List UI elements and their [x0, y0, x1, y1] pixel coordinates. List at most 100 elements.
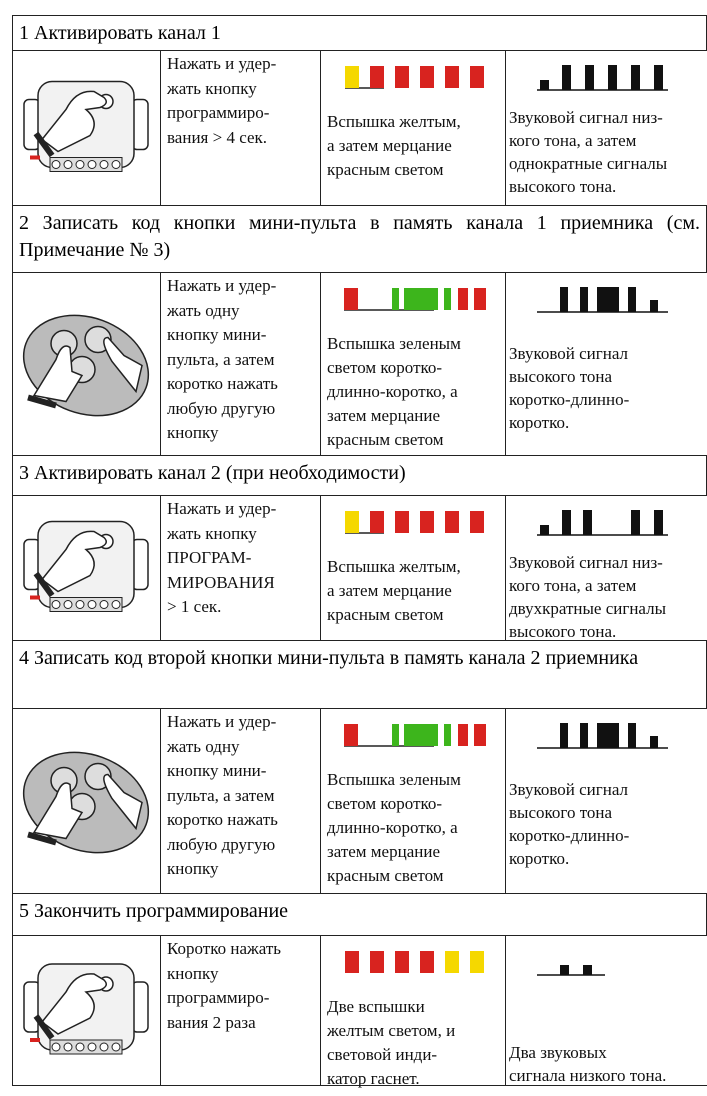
led-flash: [470, 511, 484, 533]
instruction-line: Нажать и удер-: [167, 54, 277, 73]
cuff: [33, 571, 55, 598]
instruction-line: жать одну: [167, 736, 240, 756]
terminal: [99, 600, 109, 609]
hand: [32, 345, 84, 403]
light-line: красным светом: [327, 866, 444, 885]
hand: [40, 973, 107, 1035]
step-title: 5 Закончить программирование: [12, 893, 707, 936]
sound-pulse: [631, 65, 640, 90]
sound-line: Звуковой сигнал: [509, 344, 629, 363]
instruction-line: программиро-: [167, 988, 270, 1007]
instruction-line: Нажать и удер-: [167, 712, 277, 731]
led-flash: [404, 724, 438, 746]
led-flash: [370, 511, 384, 533]
cuff: [33, 1014, 55, 1040]
light-line: затем мерцание: [327, 842, 440, 861]
instruction-line: жать кнопку: [167, 78, 257, 98]
sound-pulse: [560, 287, 568, 312]
led-flash: [345, 511, 359, 533]
instruction-line: жать одну: [167, 300, 240, 320]
light-line: длинно-коротко, а: [327, 818, 458, 837]
instruction-line: Нажать и удер-: [167, 276, 277, 295]
sound-line: однократные сигналы: [509, 154, 668, 173]
terminal: [51, 160, 61, 169]
led-flash: [392, 288, 399, 310]
sound-pulse: [540, 525, 549, 535]
sound-line: сигнала низкого тона.: [509, 1066, 667, 1085]
instruction-line: ПРОГРАМ-: [167, 548, 252, 567]
led-flash: [404, 288, 438, 310]
sound-line: высокого тона: [509, 367, 613, 386]
sound-pulse: [583, 510, 592, 535]
terminal: [87, 160, 97, 169]
instruction-line: программиро-: [167, 103, 270, 122]
sound-pulse: [628, 287, 636, 312]
sound-pulse: [580, 287, 588, 312]
sound-line: Звуковой сигнал низ-: [509, 108, 663, 127]
instruction-line: любую другую: [167, 834, 276, 854]
light-line: Две вспышки: [327, 997, 425, 1016]
step-title: 3 Активировать канал 2 (при необходимост…: [12, 455, 707, 496]
light-line: а затем мерцание: [327, 581, 452, 600]
sound-line: Два звуковых: [509, 1043, 607, 1062]
cuff: [27, 831, 57, 846]
instruction-line: кнопку: [167, 423, 219, 442]
hand: [103, 336, 143, 394]
light-line: желтым светом, и: [327, 1021, 456, 1040]
instruction-line: > 1 сек.: [167, 597, 222, 616]
led-flash: [474, 724, 486, 746]
sound-pulse: [650, 736, 658, 748]
light-line: Вспышка желтым,: [327, 557, 461, 576]
led-flash: [345, 951, 359, 973]
step-title: 1 Активировать канал 1: [12, 15, 707, 51]
light-line: а затем мерцание: [327, 136, 452, 155]
sound-line: высокого тона.: [509, 177, 617, 196]
led-flash: [344, 724, 358, 746]
led-flash: [458, 288, 468, 310]
sound-pulse: [560, 723, 568, 748]
sound-pulse: [650, 300, 658, 312]
light-line: катор гаснет.: [327, 1069, 420, 1088]
instruction-line: жать кнопку: [167, 523, 257, 543]
sound-pulse: [631, 510, 640, 535]
led-flash: [345, 66, 359, 88]
terminal: [111, 600, 121, 609]
led-flash: [445, 66, 459, 88]
red-mark: [30, 595, 40, 600]
sound-pulse: [628, 723, 636, 748]
sound-line: Звуковой сигнал низ-: [509, 553, 663, 572]
instruction-line: кнопку: [167, 963, 219, 983]
sound-line: коротко-длинно-: [509, 390, 630, 409]
light-line: красным светом: [327, 430, 444, 449]
instruction-line: Коротко нажать: [167, 939, 282, 958]
hand: [40, 530, 107, 593]
terminal: [63, 1042, 73, 1052]
sound-pulse: [597, 723, 619, 748]
led-flash: [444, 288, 451, 310]
instruction-line: коротко нажать: [167, 810, 278, 829]
sound-pulse: [585, 65, 594, 90]
light-line: длинно-коротко, а: [327, 382, 458, 401]
sound-line: коротко-длинно-: [509, 826, 630, 845]
sound-pulse: [583, 965, 592, 975]
red-mark: [30, 155, 40, 160]
instruction-line: кнопку: [167, 859, 219, 878]
instruction-line: коротко нажать: [167, 374, 278, 393]
instruction-line: кнопку мини-: [167, 325, 267, 344]
led-flash: [420, 66, 434, 88]
sound-line: коротко.: [509, 849, 570, 868]
led-flash: [420, 951, 434, 973]
led-flash: [470, 66, 484, 88]
led-flash: [395, 951, 409, 973]
led-flash: [458, 724, 468, 746]
led-flash: [370, 66, 384, 88]
sound-line: высокого тона: [509, 803, 613, 822]
hand: [40, 90, 107, 153]
led-flash: [444, 724, 451, 746]
terminal: [99, 1042, 109, 1052]
terminal: [51, 1042, 61, 1052]
sound-pulse: [597, 287, 619, 312]
terminal: [111, 1042, 121, 1052]
light-line: световой инди-: [327, 1045, 438, 1064]
